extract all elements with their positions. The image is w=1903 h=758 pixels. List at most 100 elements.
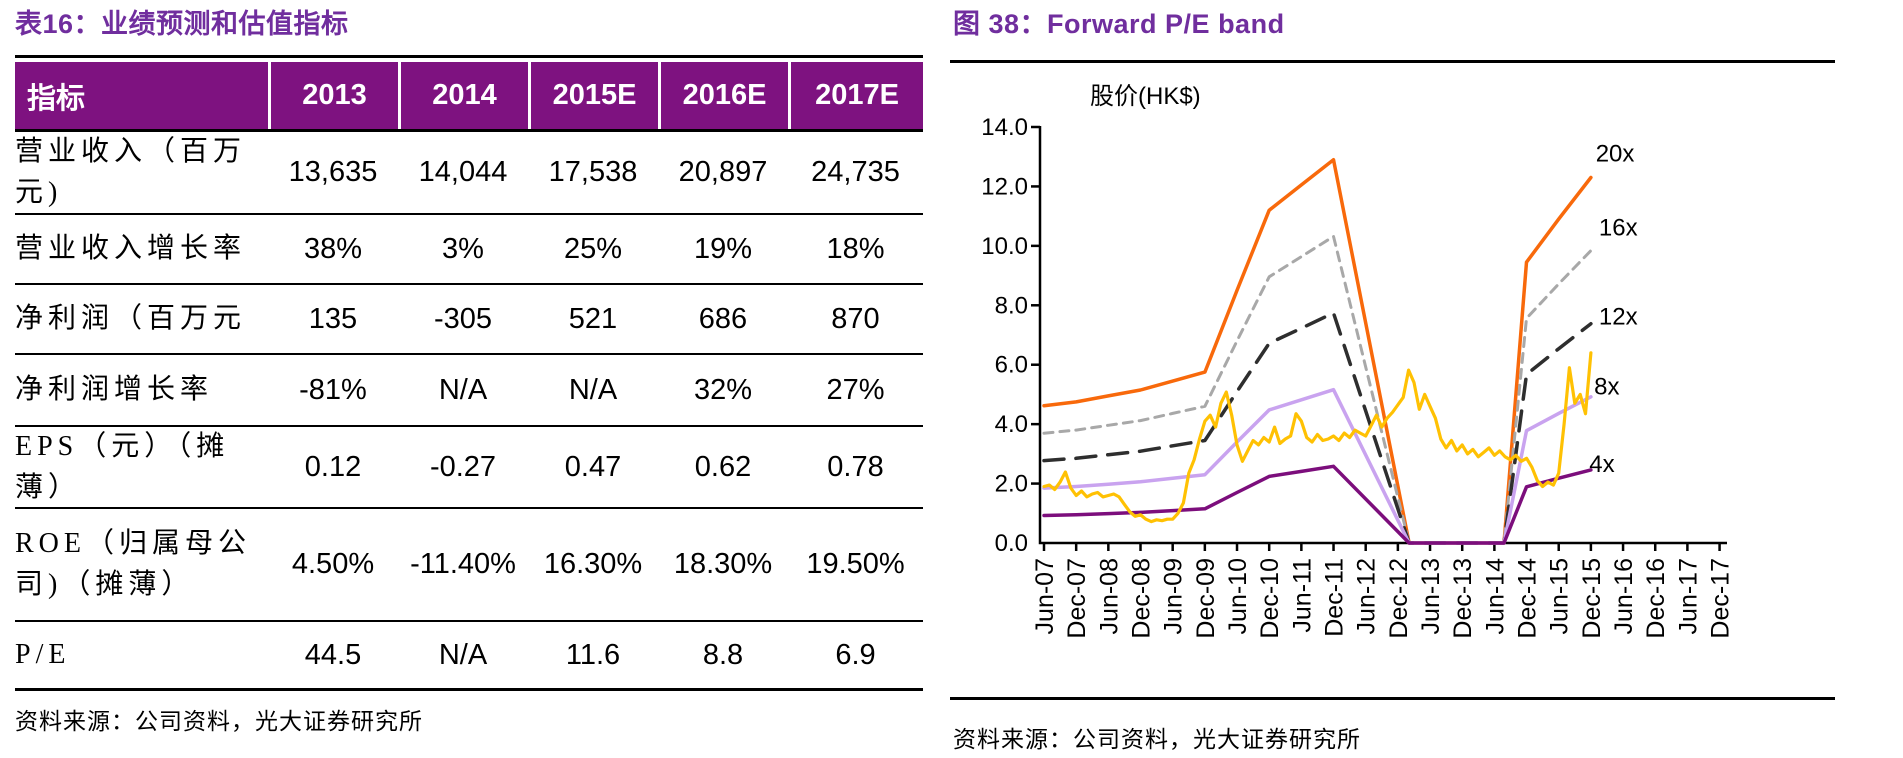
x-tick-label: Dec-16	[1642, 558, 1670, 639]
table-cell: 3%	[442, 232, 484, 265]
x-tick-label: Dec-14	[1514, 558, 1542, 639]
x-tick-label: Dec-11	[1321, 558, 1349, 637]
x-tick-label: Jun-10	[1224, 558, 1252, 634]
table-cell: -305	[433, 302, 493, 335]
header-cell-indicator: 指标	[27, 82, 86, 115]
chart-title-rule	[950, 60, 1835, 63]
table-cell: 4.50%	[291, 548, 375, 581]
table-cell: 0.47	[564, 451, 622, 484]
table-source: 资料来源：公司资料，光大证券研究所	[15, 708, 423, 735]
header-cell-2013: 2013	[268, 62, 398, 130]
header-cell-2016e: 2016E	[658, 62, 788, 130]
table-row: P/E 44.5 N/A 11.6 8.8 6.9	[15, 622, 923, 688]
y-tick-label: 0.0	[995, 530, 1028, 557]
x-tick-label: Jun-16	[1610, 558, 1638, 634]
table-bottom-rule	[15, 688, 923, 692]
table-cell: 6.9	[835, 638, 876, 671]
table-cell: 0.78	[827, 451, 884, 484]
band-line-16x	[1042, 234, 1593, 545]
x-tick-label: Jun-14	[1481, 558, 1509, 635]
table-cell: 18%	[826, 232, 885, 265]
y-tick-label: 2.0	[995, 471, 1028, 498]
y-tick-label: 4.0	[995, 411, 1028, 438]
band-label-16x: 16x	[1599, 215, 1638, 242]
row-label: 净利润（百万元	[15, 303, 247, 335]
x-tick-label: Dec-09	[1192, 558, 1220, 639]
table-row: 净利润（百万元 135 -305 521 686 870	[15, 285, 923, 356]
table-cell: -0.27	[429, 451, 497, 484]
x-tick-label: Jun-09	[1160, 558, 1188, 634]
row-label: EPS（元）（摊薄）	[15, 431, 230, 503]
y-tick-label: 8.0	[995, 292, 1028, 319]
table-row: 营业收入增长率 38% 3% 25% 19% 18%	[15, 215, 923, 286]
y-tick-label: 14.0	[981, 114, 1028, 141]
band-label-8x: 8x	[1594, 374, 1619, 401]
table-cell: 19%	[693, 232, 753, 265]
x-tick-label: Jun-07	[1031, 558, 1059, 634]
table-cell: 19.50%	[806, 548, 905, 581]
x-tick-label: Jun-08	[1095, 558, 1123, 634]
row-label: 营业收入增长率	[15, 233, 247, 265]
y-tick-label: 6.0	[995, 352, 1028, 379]
band-line-4x	[1042, 464, 1593, 545]
table-cell: -11.40%	[410, 548, 516, 581]
x-tick-label: Jun-11	[1288, 558, 1316, 633]
x-tick-label: Jun-13	[1417, 558, 1445, 634]
row-label: 净利润增长率	[15, 374, 214, 406]
row-label: 营业收入（百万元)	[15, 136, 247, 208]
table-cell: 0.62	[694, 451, 752, 484]
band-line-20x	[1042, 157, 1593, 545]
x-tick-label: Dec-15	[1578, 558, 1606, 639]
financial-table: 指标 2013 2014 2015E 2016E 2017E 营业收入（百万元) 13,63…	[15, 62, 923, 692]
row-label: ROE（归属母公司)（摊薄）	[15, 528, 252, 600]
table-cell: 20,897	[678, 156, 768, 189]
x-tick-label: Jun-17	[1674, 558, 1702, 634]
chart-bottom-rule	[950, 697, 1835, 700]
table-cell: -81%	[299, 373, 367, 406]
table-cell: 11.6	[565, 638, 621, 671]
x-tick-label: Dec-13	[1449, 558, 1477, 639]
table-body: 营业收入（百万元) 13,635 14,044 17,538 20,897 24,735 营…	[15, 132, 923, 688]
table-row: ROE（归属母公司)（摊薄） 4.50% -11.40% 16.30% 18.30% 19…	[15, 509, 923, 623]
price-axis-label: 股价(HK$)	[1090, 83, 1201, 110]
band-label-4x: 4x	[1589, 451, 1614, 478]
table-cell: 0.12	[304, 451, 362, 484]
table-cell: 135	[308, 302, 358, 335]
table-cell: 13,635	[288, 156, 378, 189]
band-line-12x	[1042, 311, 1593, 545]
header-cell-2014: 2014	[398, 62, 528, 130]
table-panel: 表16：业绩预测和估值指标 指标 2013 2014 2015E 2016E 2017E …	[15, 8, 923, 736]
x-tick-label: Dec-17	[1707, 558, 1735, 639]
table-cell: 24,735	[811, 156, 900, 189]
chart-panel: 图 38：Forward P/E band	[953, 8, 1848, 40]
band-line-8x	[1042, 387, 1593, 545]
table-cell: N/A	[438, 373, 488, 406]
table-title: 表16：业绩预测和估值指标	[15, 9, 349, 39]
table-row: 营业收入（百万元) 13,635 14,044 17,538 20,897 24,735	[15, 132, 923, 216]
x-tick-label: Dec-12	[1385, 558, 1413, 639]
table-header-row: 指标 2013 2014 2015E 2016E 2017E	[15, 62, 923, 130]
row-label: P/E	[15, 639, 71, 671]
header-cell-2015e: 2015E	[528, 62, 658, 130]
x-tick-label: Jun-12	[1353, 558, 1381, 634]
chart-source: 资料来源：公司资料，光大证券研究所	[953, 726, 1361, 752]
table-cell: 32%	[693, 373, 753, 406]
x-tick-label: Dec-08	[1128, 558, 1156, 639]
table-cell: 44.5	[304, 638, 362, 671]
table-cell: 870	[831, 302, 880, 335]
table-header-rule	[15, 129, 923, 133]
x-tick-label: Dec-10	[1256, 558, 1284, 639]
table-cell: 521	[568, 302, 618, 335]
table-cell: 18.30%	[673, 548, 773, 581]
table-cell: 38%	[303, 232, 363, 265]
table-cell: 25%	[563, 232, 623, 265]
x-tick-label: Jun-15	[1546, 558, 1574, 634]
table-cell: 17,538	[548, 156, 638, 189]
table-cell: 686	[698, 302, 748, 335]
band-label-12x: 12x	[1599, 304, 1638, 331]
price-line	[1042, 351, 1593, 524]
y-tick-label: 12.0	[981, 173, 1028, 200]
table-cell: 8.8	[702, 638, 744, 671]
y-tick-label: 10.0	[981, 233, 1028, 260]
